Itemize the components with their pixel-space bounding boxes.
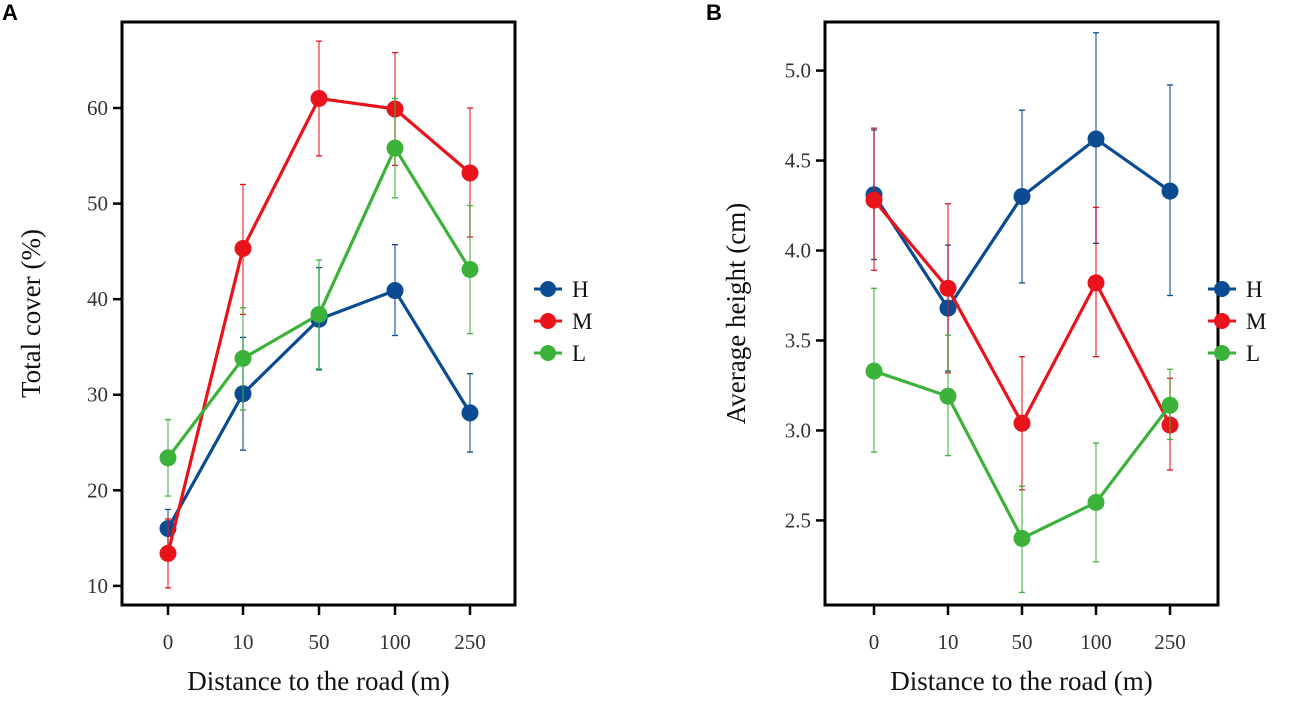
data-point — [1087, 274, 1105, 292]
data-point — [1013, 529, 1031, 547]
legend-label: L — [572, 341, 586, 366]
series-m — [865, 127, 1179, 491]
y-tick-label: 20 — [87, 478, 108, 502]
y-axis-label: Average height (cm) — [721, 203, 751, 424]
data-point — [461, 164, 479, 182]
x-tick-label: 250 — [454, 630, 486, 654]
legend-marker — [1214, 313, 1230, 329]
x-tick-label: 0 — [869, 630, 880, 654]
y-tick-label: 4.5 — [785, 149, 811, 173]
legend-label: H — [1246, 277, 1263, 302]
y-tick-label: 4.0 — [785, 239, 811, 263]
y-tick-label: 3.0 — [785, 418, 811, 442]
y-tick-label: 2.5 — [785, 508, 811, 532]
series-h — [865, 32, 1179, 372]
x-tick-label: 10 — [233, 630, 254, 654]
y-tick-label: 30 — [87, 383, 108, 407]
legend-label: M — [1246, 309, 1266, 334]
series-l — [159, 97, 479, 497]
data-point — [234, 349, 252, 367]
y-tick-label: 10 — [87, 574, 108, 598]
data-point — [386, 282, 404, 300]
data-point — [1161, 182, 1179, 200]
data-point — [461, 404, 479, 422]
legend-marker — [1214, 345, 1230, 361]
y-tick-label: 60 — [87, 96, 108, 120]
y-tick-label: 3.5 — [785, 328, 811, 352]
x-tick-label: 0 — [163, 630, 174, 654]
data-point — [939, 279, 957, 297]
y-axis-label: Total cover (%) — [16, 229, 46, 398]
legend-label: H — [572, 277, 589, 302]
data-point — [159, 449, 177, 467]
legend-marker — [1214, 281, 1230, 297]
data-point — [386, 139, 404, 157]
data-point — [1087, 130, 1105, 148]
x-axis-label: Distance to the road (m) — [890, 666, 1152, 696]
data-point — [310, 89, 328, 107]
y-tick-label: 50 — [87, 192, 108, 216]
legend-marker — [540, 345, 556, 361]
legend-label: M — [572, 309, 592, 334]
data-point — [234, 240, 252, 258]
panel-label: B — [706, 0, 722, 25]
data-point — [310, 305, 328, 323]
data-point — [1161, 396, 1179, 414]
x-tick-label: 10 — [938, 630, 959, 654]
panel-label: A — [2, 0, 18, 25]
x-tick-label: 100 — [1080, 630, 1112, 654]
series-l — [865, 287, 1179, 594]
legend-marker — [540, 281, 556, 297]
y-tick-label: 40 — [87, 287, 108, 311]
x-tick-label: 50 — [309, 630, 330, 654]
x-axis-label: Distance to the road (m) — [187, 666, 449, 696]
legend-label: L — [1246, 341, 1260, 366]
data-point — [1013, 188, 1031, 206]
data-point — [159, 544, 177, 562]
data-point — [865, 362, 883, 380]
x-tick-label: 50 — [1012, 630, 1033, 654]
x-tick-label: 250 — [1154, 630, 1186, 654]
data-point — [1087, 493, 1105, 511]
y-tick-label: 5.0 — [785, 59, 811, 83]
data-point — [939, 387, 957, 405]
x-tick-label: 100 — [379, 630, 411, 654]
data-point — [1013, 414, 1031, 432]
data-point — [461, 261, 479, 279]
data-point — [865, 191, 883, 209]
legend-marker — [540, 313, 556, 329]
